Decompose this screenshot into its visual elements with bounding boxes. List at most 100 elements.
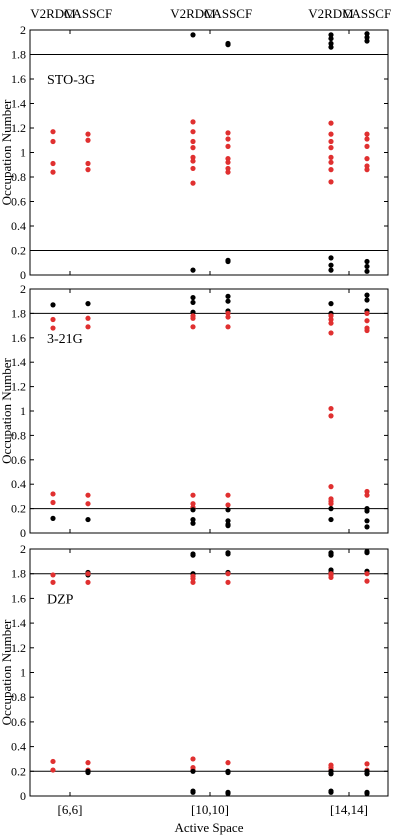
data-point-black (328, 552, 334, 558)
y-tick-label: 0.8 (11, 428, 26, 442)
data-point-red (225, 136, 231, 142)
y-tick-label: 0.2 (11, 244, 26, 258)
y-tick-label: 0.6 (11, 453, 26, 467)
data-point-black (328, 40, 334, 47)
data-point-black (85, 301, 91, 307)
data-point-red (85, 324, 91, 330)
data-point-black (50, 302, 56, 308)
data-point-red (225, 492, 231, 498)
panel-sto-3g: 0 0.2 0.4 0.6 0.8 1 1.2 1.4 1.6 1.8 2 STO-3G Occupat… (0, 23, 389, 282)
data-point-red (50, 572, 56, 578)
data-point-red (364, 571, 370, 577)
y-tick-label: 0.4 (11, 219, 26, 233)
data-point-red (225, 314, 231, 320)
data-point-black (328, 267, 334, 273)
data-point-red (364, 761, 370, 767)
data-point-red (50, 491, 56, 497)
y-tick-label: 0 (20, 526, 26, 540)
y-tick-label: 1 (20, 146, 26, 160)
y-tick-label: 1.2 (11, 641, 26, 655)
data-point-red (85, 315, 91, 321)
data-point-red (364, 167, 370, 173)
data-point-red (225, 143, 231, 149)
data-point-red (50, 758, 56, 765)
y-tick-label: 2 (20, 23, 26, 37)
column-label: V2RDM (170, 6, 216, 21)
y-tick-label: 0.2 (11, 764, 26, 778)
data-point-red (85, 492, 91, 498)
data-point-red (225, 130, 231, 136)
data-point-red (190, 576, 196, 582)
data-point-red (225, 310, 231, 316)
data-point-black (328, 301, 334, 307)
data-point-red (190, 129, 196, 135)
data-point-black (364, 771, 370, 777)
data-point-red (364, 136, 370, 142)
data-point-black (225, 551, 231, 557)
data-point-red (85, 137, 91, 143)
column-label: CASSCF (343, 6, 391, 21)
data-point-red (50, 767, 56, 773)
data-point-black (364, 258, 370, 265)
data-point-red (50, 160, 56, 167)
panel-frame (29, 29, 389, 276)
data-point-red (364, 492, 370, 498)
y-tick-label: 0.4 (11, 477, 26, 491)
data-point-black (190, 294, 196, 301)
data-point-red (328, 316, 334, 323)
data-point-red (328, 320, 334, 326)
data-point-red (50, 169, 56, 175)
data-point-red (225, 571, 231, 577)
data-point-black (190, 789, 196, 795)
data-point-black (190, 552, 196, 558)
data-point-black (364, 263, 370, 270)
data-point-black (364, 524, 370, 530)
basis-set-label: DZP (47, 592, 74, 607)
data-point-red (85, 579, 91, 585)
y-axis-label: Occupation Number (0, 619, 14, 725)
data-point-black (190, 299, 196, 306)
data-point-red (190, 324, 196, 330)
panel-dzp: 0 0.2 0.4 0.6 0.8 1 1.2 1.4 1.6 1.8 2 DZP Occupation… (0, 542, 389, 803)
y-tick-label: 0.6 (11, 195, 26, 209)
y-tick-label: 1.2 (11, 121, 26, 135)
data-point-red (85, 501, 91, 507)
y-tick-label: 1.4 (11, 97, 26, 111)
data-point-red (50, 138, 56, 145)
data-point-red (225, 502, 231, 508)
data-point-black (328, 516, 334, 523)
data-point-red (364, 578, 370, 584)
data-point-black (190, 309, 196, 315)
y-tick-label: 1.8 (11, 48, 26, 62)
data-point-red (225, 165, 231, 172)
column-label: V2RDM (30, 6, 76, 21)
data-point-red (225, 324, 231, 330)
data-point-red (190, 501, 196, 507)
x-tick-label: [10,10] (191, 802, 229, 817)
data-point-red (225, 760, 231, 766)
data-point-red (328, 574, 334, 581)
data-point-red (190, 492, 196, 498)
y-tick-label: 1 (20, 666, 26, 680)
data-point-red (50, 316, 56, 323)
data-point-red (85, 760, 91, 766)
data-point-black (225, 293, 231, 299)
data-point-black (364, 34, 370, 40)
data-point-red (85, 571, 91, 577)
data-point-black (364, 550, 370, 556)
data-point-red (364, 156, 370, 162)
y-tick-label: 0.6 (11, 715, 26, 729)
data-point-red (190, 165, 196, 172)
data-point-red (328, 159, 334, 165)
data-point-red (328, 131, 334, 137)
data-point-red (328, 167, 334, 173)
data-point-red (328, 330, 334, 336)
y-tick-label: 1.4 (11, 616, 26, 630)
y-tick-label: 0 (20, 268, 26, 282)
data-point-black (190, 768, 196, 774)
y-tick-label: 0.8 (11, 170, 26, 184)
data-point-black (364, 38, 370, 44)
y-tick-label: 0.8 (11, 690, 26, 704)
data-point-black (364, 790, 370, 797)
data-point-black (364, 31, 370, 37)
